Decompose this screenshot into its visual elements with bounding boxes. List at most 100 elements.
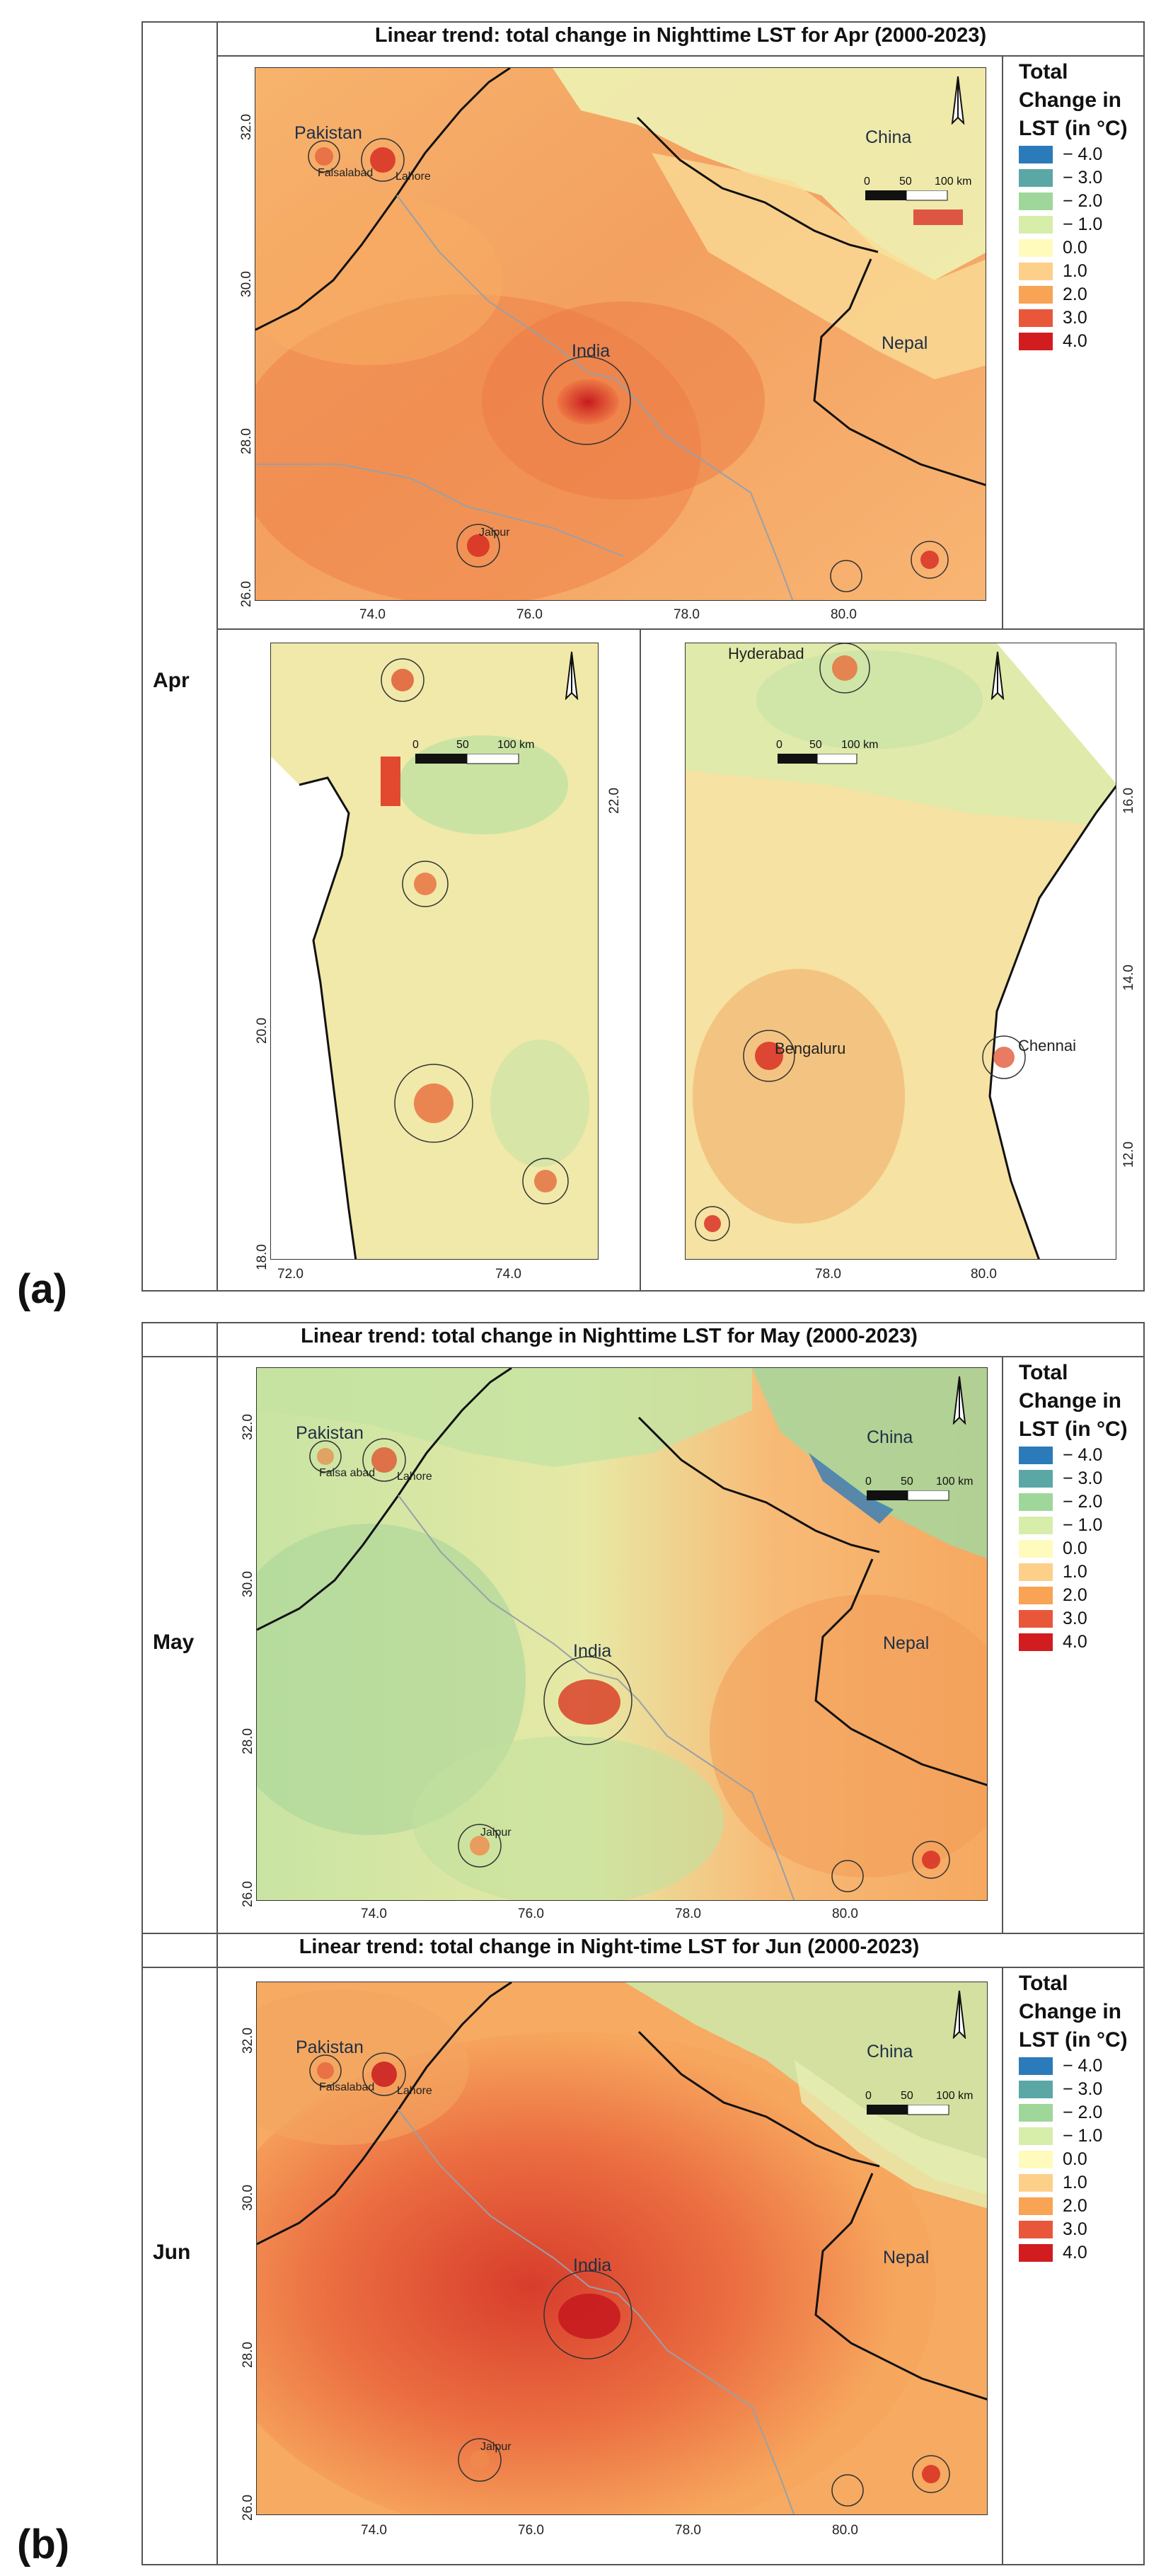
may-north-arrow-icon [952,1376,966,1425]
jun-title-divider [141,1967,1145,1968]
legend-swatch [1019,1540,1053,1558]
apr-north-xtick-0: 74.0 [359,607,386,622]
may-country-label-nepal: Nepal [883,1633,930,1653]
apr-north-ytick-3: 26.0 [239,581,254,607]
legend-title-line-3: LST (in °C) [1019,117,1128,140]
legend-item: 0.0 [1019,1537,1128,1560]
legend-item: 3.0 [1019,306,1128,330]
legend-label: 2.0 [1063,2196,1087,2216]
legend-label: − 2.0 [1063,2103,1103,2122]
jun-ytick-1: 30.0 [241,2185,255,2211]
legend-swatch [1019,333,1053,350]
legend-item: 0.0 [1019,236,1128,260]
scalebar-label-50: 50 [899,176,912,188]
apr-west-map: 0 50 100 km [270,643,599,1260]
legend-swatch [1019,192,1053,210]
apr-west-ytick-2: 18.0 [255,1244,270,1270]
apr-north-ytick-1: 30.0 [239,271,254,297]
west-scalebar-label-50: 50 [456,739,469,751]
apr-legend-divider [1002,55,1003,628]
jun-scalebar-label-0: 0 [865,2090,872,2102]
may-scalebar-label-50: 50 [901,1476,913,1488]
apr-north-ytick-0: 32.0 [239,114,254,140]
may-title-divider [141,1356,1145,1357]
legend-item: − 4.0 [1019,1444,1128,1467]
jun-legend: Total Change in LST (in °C) − 4.0− 3.0− … [1019,1970,1128,2265]
country-label-india: India [572,341,611,361]
may-xtick-2: 78.0 [675,1907,701,1921]
jun-scalebar-label-100km: 100 km [936,2090,974,2102]
jun-scalebar [867,2105,949,2115]
legend-item: 1.0 [1019,1560,1128,1584]
jun-legend-title-line-3: LST (in °C) [1019,2028,1128,2052]
jun-city-label-jaipur: Jaipur [480,2441,512,2453]
jun-row-label: Jun [153,2241,191,2264]
apr-west-xtick-0: 72.0 [277,1267,304,1282]
legend-swatch [1019,2151,1053,2168]
apr-north-xtick-3: 80.0 [831,607,857,622]
legend-item: 2.0 [1019,283,1128,306]
apr-south-ytick-1: 14.0 [1121,965,1136,991]
legend-swatch [1019,1470,1053,1488]
legend-swatch [1019,309,1053,327]
country-label-china: China [865,127,912,147]
legend-item: 0.0 [1019,2148,1128,2171]
legend-label: 0.0 [1063,2149,1087,2169]
may-city-label-jaipur: Jaipur [480,1827,512,1839]
may-city-label-lahore: Lahore [397,1471,432,1483]
legend-swatch [1019,1563,1053,1581]
legend-swatch [1019,146,1053,163]
scalebar [865,190,948,201]
south-north-arrow-icon [990,651,1005,700]
apr-north-raster [255,68,986,600]
legend-title-line-2: Change in [1019,88,1122,112]
may-country-label-china: China [867,1427,913,1447]
legend-label: 3.0 [1063,308,1087,328]
legend-label: 2.0 [1063,284,1087,304]
legend-item: − 3.0 [1019,2078,1128,2101]
west-scalebar-label-0: 0 [412,739,419,751]
may-row-label: May [153,1631,195,1654]
panel-label-b: (b) [17,2522,70,2568]
jun-xtick-1: 76.0 [518,2523,544,2538]
legend-label: − 1.0 [1063,1515,1103,1535]
legend-item: 2.0 [1019,2195,1128,2218]
legend-item: 1.0 [1019,260,1128,283]
legend-swatch [1019,2221,1053,2238]
apr-west-ytick-0: 22.0 [607,788,622,814]
jun-ytick-2: 28.0 [241,2342,255,2368]
legend-swatch [1019,286,1053,304]
city-label-bengaluru: Bengaluru [775,1040,846,1057]
legend-swatch [1019,2197,1053,2215]
south-scalebar-label-0: 0 [776,739,782,751]
may-country-label-pakistan: Pakistan [296,1423,364,1443]
city-label-hyderabad: Hyderabad [728,645,804,662]
north-arrow-icon [951,76,965,125]
apr-west-raster [271,643,598,1259]
panel-a-title-divider [216,55,1145,57]
south-scalebar [778,754,857,764]
legend-item: 3.0 [1019,2218,1128,2241]
legend-item: 3.0 [1019,1607,1128,1631]
legend-swatch [1019,239,1053,257]
legend-item: 1.0 [1019,2171,1128,2195]
legend-label: − 4.0 [1063,2056,1103,2076]
city-label-lahore: Lahore [395,171,431,183]
may-legend-title-line-1: Total [1019,1361,1068,1384]
legend-label: 3.0 [1063,2219,1087,2239]
jun-scalebar-label-50: 50 [901,2090,913,2102]
legend-item: − 3.0 [1019,1467,1128,1490]
apr-row-divider [216,628,1145,630]
may-map: Pakistan Faisa abad Lahore China India N… [256,1367,988,1901]
legend-item: 4.0 [1019,2241,1128,2265]
legend-label: − 2.0 [1063,1492,1103,1512]
legend-label: 4.0 [1063,331,1087,351]
jun-ytick-3: 26.0 [241,2495,255,2521]
legend-rows: − 4.0 − 3.0 − 2.0 − 1.0 0.0 1.0 2.0 3.0 4.0 [1019,1444,1128,1654]
panel-a-label-column-divider [216,21,218,1292]
jun-country-label-nepal: Nepal [883,2248,930,2267]
may-ytick-1: 30.0 [241,1571,255,1597]
apr-west-ytick-1: 20.0 [255,1018,270,1044]
legend-swatch [1019,2127,1053,2145]
legend-swatch [1019,169,1053,187]
